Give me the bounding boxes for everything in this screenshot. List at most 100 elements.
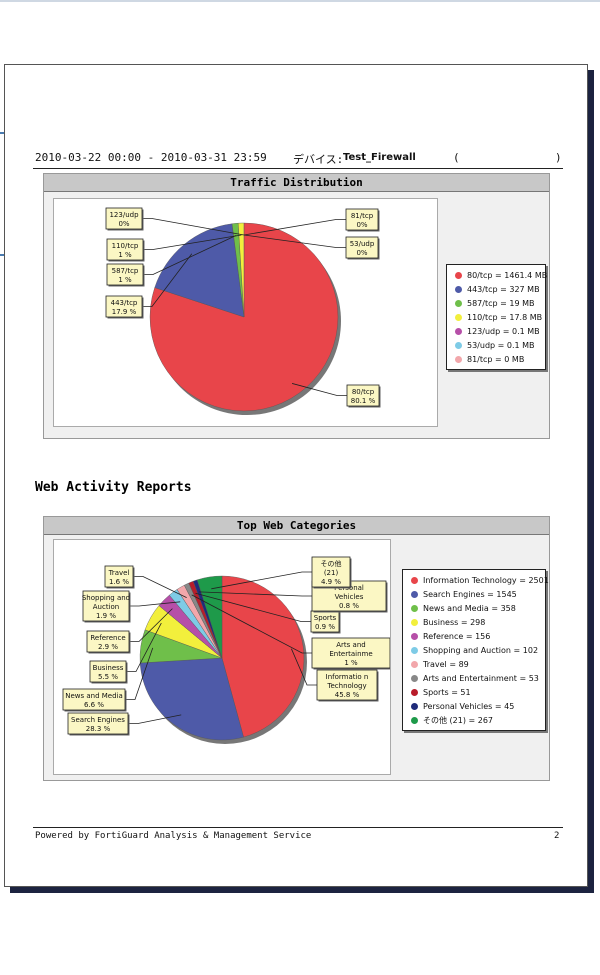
callout-percent: 1 %: [344, 659, 358, 667]
callout-leader-line: [129, 608, 173, 642]
traffic-legend: 80/tcp = 1461.4 MB 443/tcp = 327 MB 587/tc…: [446, 264, 547, 370]
callout-name: Sports: [314, 614, 337, 622]
report-header: 2010-03-22 00:00 - 2010-03-31 23:59 デバイス…: [35, 151, 563, 169]
callout-leader-line: [243, 219, 346, 236]
legend-item: Personal Vehicles = 45: [411, 700, 539, 714]
legend-item: Reference = 156: [411, 630, 539, 644]
callout-leader-line: [143, 235, 237, 275]
legend-item: 123/udp = 0.1 MB: [455, 325, 540, 339]
callout-percent: 0%: [118, 220, 129, 228]
legend-label: 443/tcp = 327 MB: [467, 285, 540, 294]
legend-item: 443/tcp = 327 MB: [455, 283, 540, 297]
web-categories-legend: Information Technology = 2501 Search Engi…: [402, 569, 549, 731]
callout-percent: 1 %: [118, 251, 132, 259]
legend-label: News and Media = 358: [423, 604, 516, 613]
legend-swatch: [455, 356, 462, 363]
traffic-chart-title: Traffic Distribution: [44, 174, 549, 192]
callout-name: Travel: [108, 569, 130, 577]
edge-marker: [0, 132, 4, 134]
callout-name: News and Media: [65, 692, 123, 700]
callout-name: Auction: [93, 603, 119, 611]
legend-swatch: [411, 661, 418, 668]
report-page: 2010-03-22 00:00 - 2010-03-31 23:59 デバイス…: [4, 64, 588, 887]
callout-name: Reference: [90, 634, 125, 642]
legend-label: Business = 298: [423, 618, 486, 627]
legend-label: Sports = 51: [423, 688, 471, 697]
callout-name: Arts and: [336, 641, 365, 649]
callout-name: Shopping and: [82, 594, 130, 602]
legend-swatch: [411, 703, 418, 710]
legend-item: 53/udp = 0.1 MB: [455, 339, 539, 353]
page-number: 2: [554, 831, 560, 841]
callout-leader-line: [199, 591, 312, 597]
legend-label: 587/tcp = 19 MB: [467, 299, 535, 308]
callout-percent: 2.9 %: [98, 643, 118, 651]
legend-swatch: [411, 647, 418, 654]
callout-leader-line: [142, 253, 193, 307]
pie-slice-21: [196, 575, 223, 659]
legend-item: 81/tcp = 0 MB: [455, 353, 539, 367]
header-rule: [33, 168, 563, 169]
callout-name: 587/tcp: [112, 267, 139, 275]
callout-name: Search Engines: [71, 716, 125, 724]
traffic-distribution-panel: Traffic Distribution 80/tcp 80.1 % 443/tcp…: [43, 173, 550, 439]
legend-item: 80/tcp = 1461.4 MB: [455, 269, 547, 283]
callout-leader-line: [129, 601, 181, 607]
legend-swatch: [455, 342, 462, 349]
date-range: 2010-03-22 00:00 - 2010-03-31 23:59: [35, 151, 267, 164]
callout-percent: 1.9 %: [96, 612, 116, 620]
callout-percent: 4.9 %: [321, 578, 341, 586]
legend-label: Information Technology = 2501: [423, 576, 549, 585]
callout-name: Entertainme: [329, 650, 372, 658]
callout-name: Vehicles: [335, 593, 364, 601]
footer-rule: [33, 827, 563, 828]
callout-name: 443/tcp: [111, 299, 138, 307]
legend-swatch: [411, 605, 418, 612]
legend-item: Shopping and Auction = 102: [411, 644, 539, 658]
callout-leader-line: [125, 647, 154, 700]
callout-percent: 6.6 %: [84, 701, 104, 709]
callout-percent: 5.5 %: [98, 673, 118, 681]
legend-label: Arts and Entertainment = 53: [423, 674, 539, 683]
callout-name: 110/tcp: [112, 242, 139, 250]
legend-label: 80/tcp = 1461.4 MB: [467, 271, 548, 280]
legend-item: Business = 298: [411, 616, 539, 630]
callout-leader-line: [126, 622, 162, 672]
legend-label: Shopping and Auction = 102: [423, 646, 539, 655]
callout-name: 123/udp: [109, 211, 139, 219]
legend-item: News and Media = 358: [411, 602, 539, 616]
callout-leader-line: [128, 714, 182, 724]
legend-item: 110/tcp = 17.8 MB: [455, 311, 542, 325]
legend-swatch: [411, 689, 418, 696]
traffic-plot-area: 80/tcp 80.1 % 443/tcp 17.9 % 587/tcp 1 % 110/t…: [53, 198, 438, 427]
callout-name: 80/tcp: [352, 388, 375, 396]
callout-percent: 1 %: [118, 276, 132, 284]
legend-item: Travel = 89: [411, 658, 539, 672]
legend-swatch: [411, 675, 418, 682]
legend-label: Search Engines = 1545: [423, 590, 517, 599]
legend-swatch: [411, 591, 418, 598]
web-chart-title: Top Web Categories: [44, 517, 549, 535]
callout-percent: 0.8 %: [339, 602, 359, 610]
callout-leader-line: [191, 594, 312, 654]
legend-swatch: [455, 272, 462, 279]
callout-percent: 0%: [356, 249, 367, 257]
legend-item: その他 (21) = 267: [411, 714, 539, 728]
paren-close: ): [555, 151, 562, 164]
legend-swatch: [411, 633, 418, 640]
section-title: Web Activity Reports: [35, 480, 192, 495]
callout-percent: 17.9 %: [112, 308, 137, 316]
callout-name: (21): [324, 569, 339, 577]
web-categories-panel: Top Web Categories Informatio n Technolog…: [43, 516, 550, 781]
legend-label: 81/tcp = 0 MB: [467, 355, 525, 364]
